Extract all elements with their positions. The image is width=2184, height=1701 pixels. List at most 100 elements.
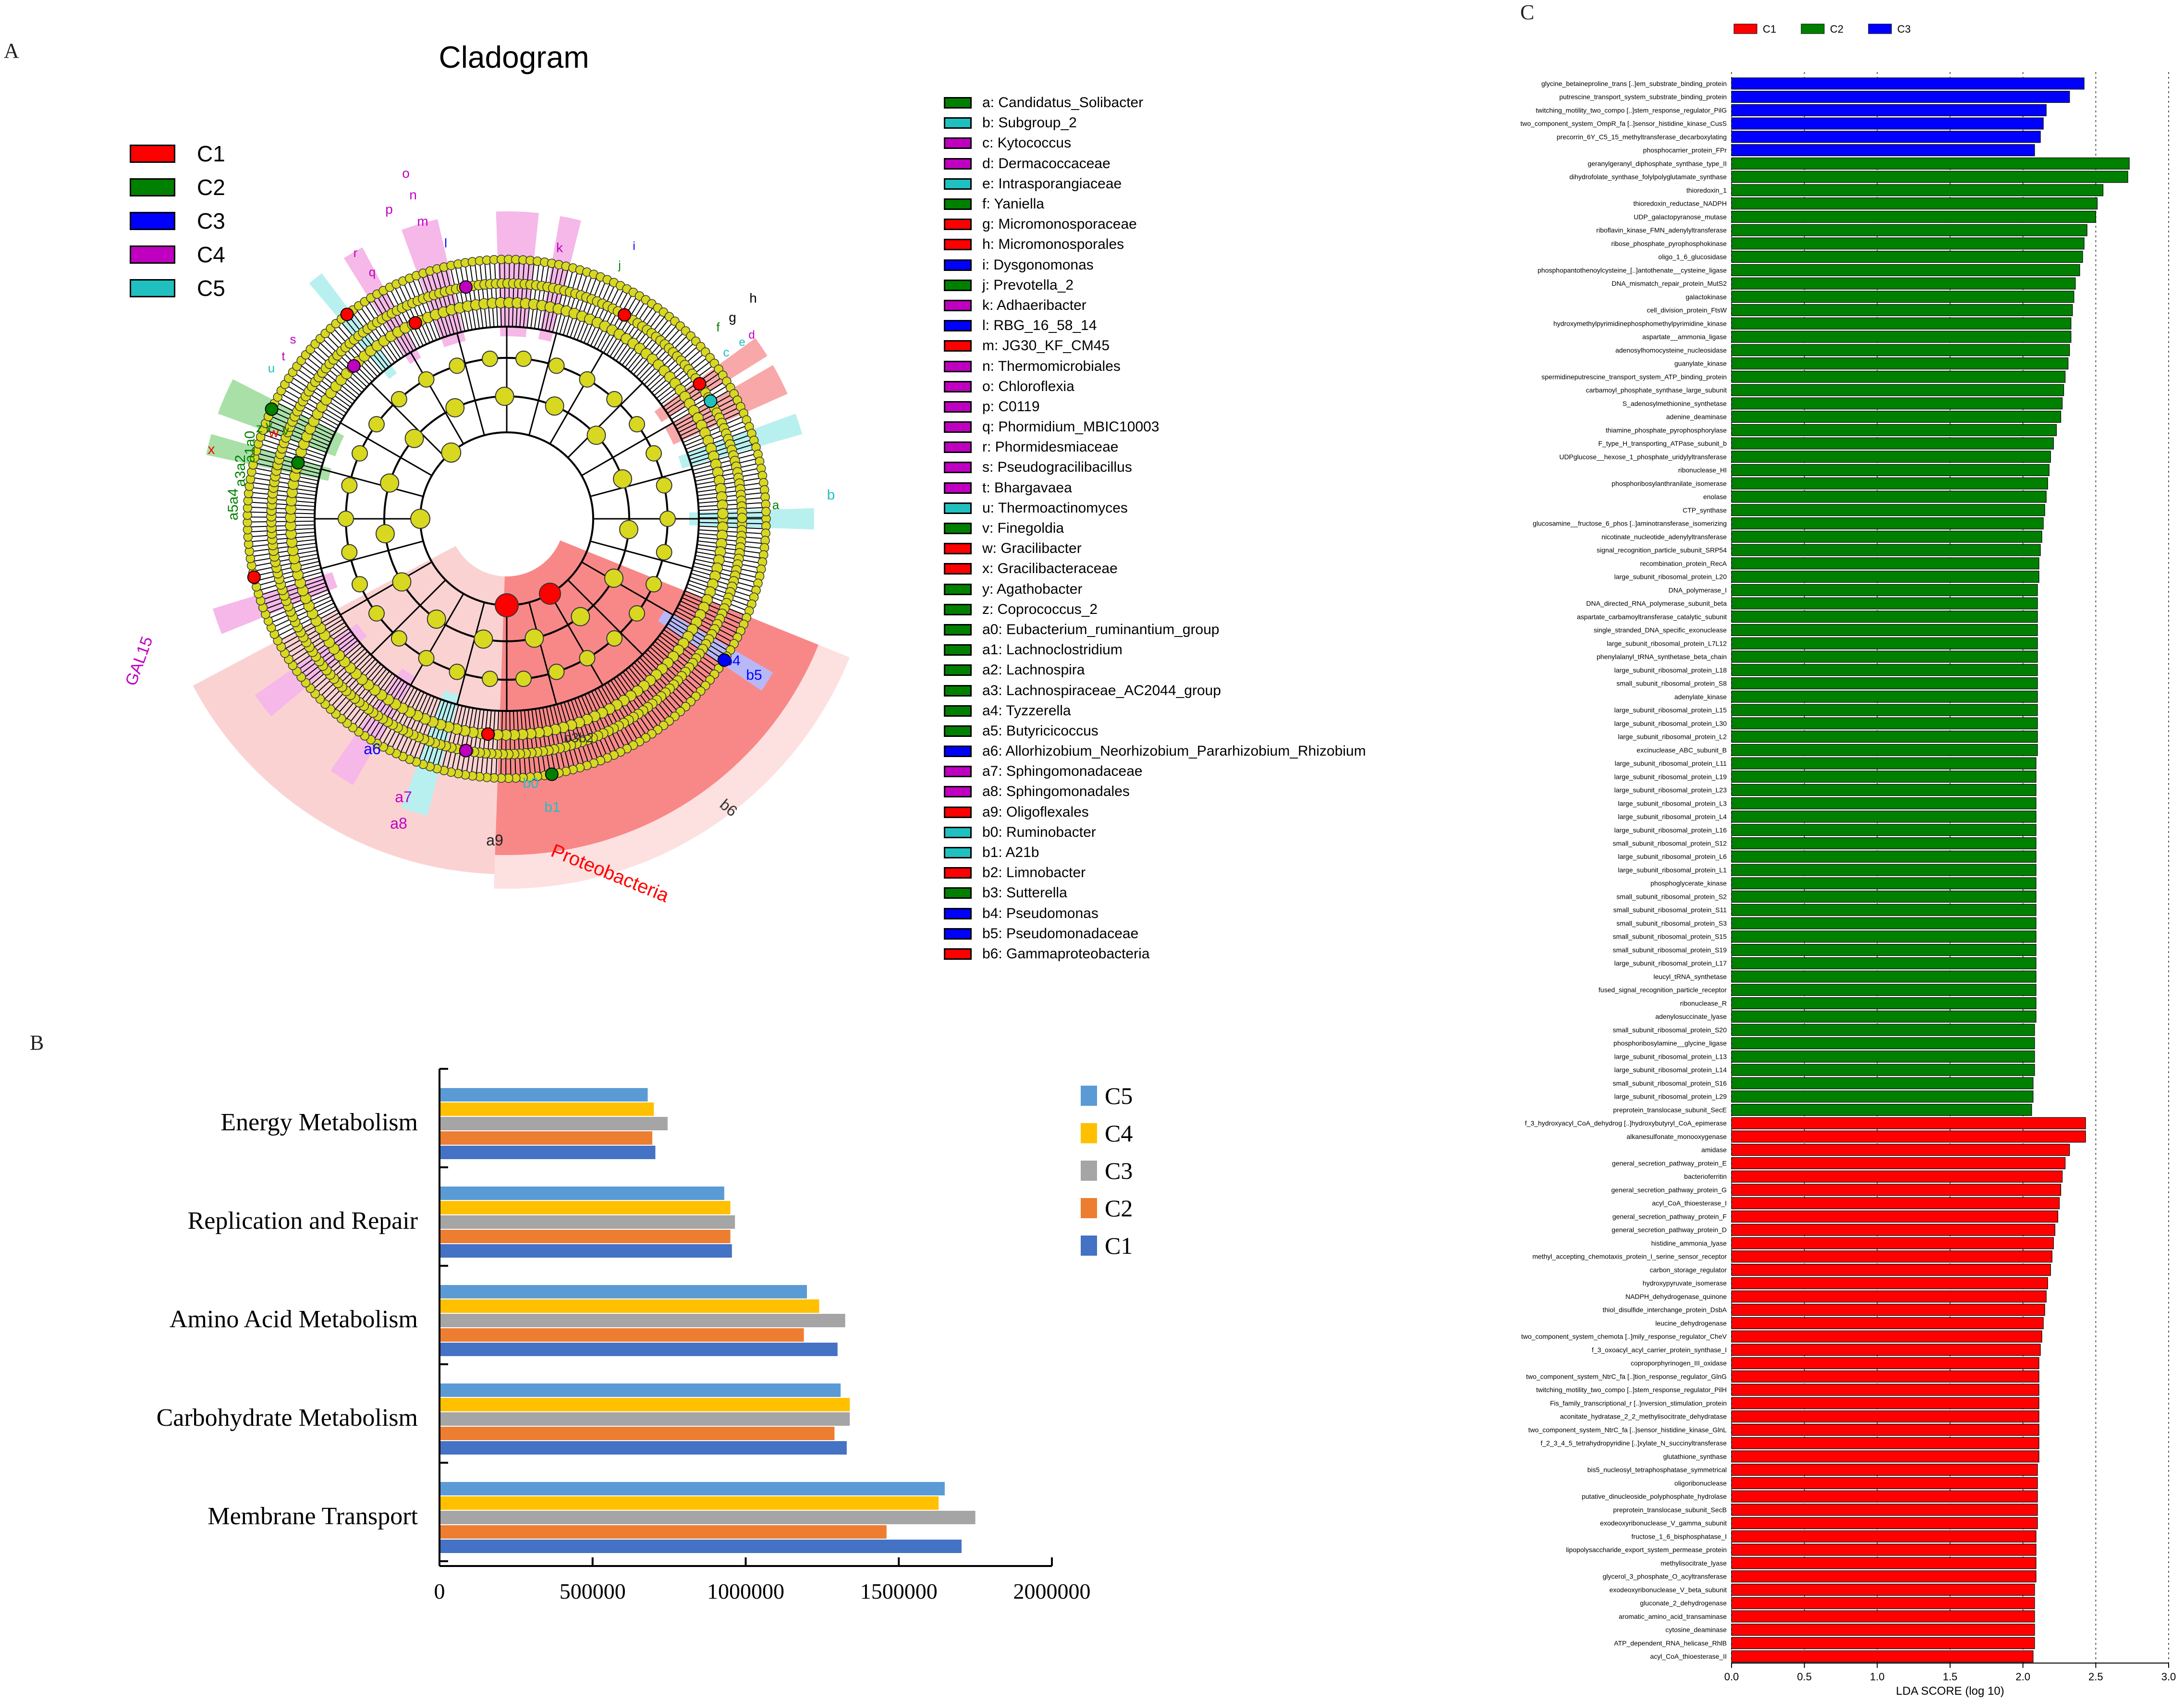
tree-branch	[452, 705, 459, 728]
lda-bar	[1731, 1624, 2035, 1636]
tree-branch	[698, 529, 723, 532]
clade-label: b1	[544, 799, 560, 815]
bar-c5	[439, 1482, 945, 1495]
taxa-swatch	[944, 543, 972, 555]
lda-bar-label: gluconate_2_dehydrogenase	[1640, 1599, 1727, 1607]
biomarker-node	[408, 316, 422, 330]
tree-node	[656, 477, 672, 494]
taxa-swatch	[944, 887, 972, 899]
tree-branch	[683, 594, 706, 604]
x-tick-label: 0.0	[1724, 1671, 1739, 1683]
taxa-swatch	[944, 603, 972, 615]
tree-node	[548, 357, 565, 374]
legend-swatch	[1801, 24, 1825, 34]
tree-branch	[698, 509, 723, 511]
tree-branch	[603, 331, 616, 354]
tree-node	[629, 605, 646, 622]
lda-bar	[1731, 757, 2037, 770]
lda-bar-label: adenylosuccinate_lyase	[1655, 1013, 1727, 1020]
taxa-label: u: Thermoactinomyces	[982, 500, 1128, 516]
clade-label: c	[723, 345, 730, 359]
taxa-label: v: Finegoldia	[982, 520, 1064, 537]
tree-branch	[633, 356, 650, 375]
taxa-label: w: Gracilibacter	[982, 540, 1082, 557]
taxa-label: k: Adhaeribacter	[982, 297, 1086, 313]
lda-bar-label: UDP_galactopyranose_mutase	[1634, 213, 1727, 220]
tree-branch	[534, 305, 538, 329]
tree-branch	[590, 324, 602, 346]
cladogram-title: Cladogram	[439, 40, 589, 74]
tree-branch	[686, 587, 709, 597]
clade-label: n	[409, 187, 417, 202]
clade-label: v	[282, 423, 289, 438]
taxa-label: c: Kytococcus	[982, 135, 1072, 151]
lda-bar-label: dihydrofolate_synthase_folylpolyglutamat…	[1569, 173, 1727, 181]
lda-bar	[1731, 131, 2041, 143]
lda-bar	[1731, 1543, 2037, 1556]
lda-bar	[1731, 704, 2038, 716]
tree-branch	[697, 544, 721, 549]
taxa-swatch	[944, 158, 972, 170]
taxa-legend-item: a8: Sphingomonadales	[944, 782, 1366, 802]
tree-branch	[410, 593, 464, 686]
taxa-label: o: Chloroflexia	[982, 378, 1074, 394]
tree-branch	[401, 330, 414, 351]
tree-branch	[439, 313, 448, 337]
taxa-swatch	[944, 340, 972, 352]
x-tick-label: 0	[434, 1579, 445, 1603]
category-label: Replication and Repair	[188, 1207, 418, 1235]
taxa-legend-item: o: Chloroflexia	[944, 377, 1366, 397]
lda-bar-label: DNA_directed_RNA_polymerase_subunit_beta	[1586, 600, 1727, 607]
tree-branch	[468, 708, 474, 732]
taxa-swatch	[944, 746, 972, 758]
category-label: Carbohydrate Metabolism	[157, 1404, 418, 1432]
taxa-legend-item: b3: Sutterella	[944, 883, 1366, 903]
tree-branch	[405, 688, 418, 710]
lda-bar-label: phosphopantothenoylcysteine_[..]antothen…	[1537, 266, 1727, 274]
taxa-label: a2: Lachnospira	[982, 662, 1085, 678]
clade-label: q	[369, 265, 376, 279]
lda-bar	[1731, 690, 2038, 703]
lda-bar-label: phenylalanyl_tRNA_synthetase_beta_chain	[1597, 653, 1727, 661]
lda-bar-label: large_subunit_ribosomal_protein_L20	[1614, 573, 1727, 581]
tree-branch	[321, 468, 424, 497]
category-label: Energy Metabolism	[220, 1109, 418, 1136]
bar-c3	[439, 1412, 850, 1426]
lda-bar	[1731, 584, 2038, 596]
lda-bar	[1731, 224, 2087, 236]
lda-bar-label: f_3_oxoacyl_acyl_carrier_protein_synthas…	[1592, 1346, 1727, 1354]
lda-bar	[1731, 957, 2037, 969]
lda-bar	[1731, 157, 2130, 170]
bar-c1	[439, 1540, 962, 1553]
lda-bar	[1731, 91, 2070, 103]
tree-node	[604, 568, 624, 588]
tree-branch	[340, 422, 432, 477]
taxa-label: b3: Sutterella	[982, 885, 1067, 901]
taxa-label: s: Pseudogracilibacillus	[982, 459, 1132, 476]
lda-bar-label: exodeoxyribonuclease_V_beta_subunit	[1610, 1586, 1727, 1593]
tree-node	[579, 371, 596, 388]
tree-branch	[548, 307, 555, 332]
taxa-swatch	[944, 806, 972, 818]
cladogram-legend-item: C2	[130, 171, 225, 204]
taxa-swatch	[944, 462, 972, 474]
legend-swatch	[1081, 1086, 1097, 1106]
legend-swatch	[1733, 24, 1757, 34]
lda-bar	[1731, 1050, 2035, 1063]
lda-bar-label: thioredoxin_reductase_NADPH	[1633, 200, 1727, 208]
taxa-label: p: C0119	[982, 398, 1040, 415]
tree-branch	[367, 353, 384, 372]
lda-bar-label: glycerol_3_phosphate_O_acyltransferase	[1603, 1573, 1727, 1580]
lda-bar	[1731, 1437, 2039, 1449]
cladogram-legend: C1 C2 C3 C4 C5	[130, 137, 225, 305]
taxa-label: b0: Ruminobacter	[982, 824, 1096, 840]
lda-bar	[1731, 877, 2037, 890]
tree-node	[606, 391, 623, 408]
biomarker-node	[545, 767, 559, 781]
tree-node	[380, 473, 400, 493]
lda-bar-label: S_adenosylmethionine_synthetase	[1623, 400, 1727, 407]
bar-c4	[439, 1102, 654, 1116]
taxa-swatch	[944, 583, 972, 595]
lda-bar	[1731, 1117, 2086, 1129]
lda-bar-label: two_component_system_NtrC_fa [..]sensor_…	[1528, 1426, 1727, 1433]
